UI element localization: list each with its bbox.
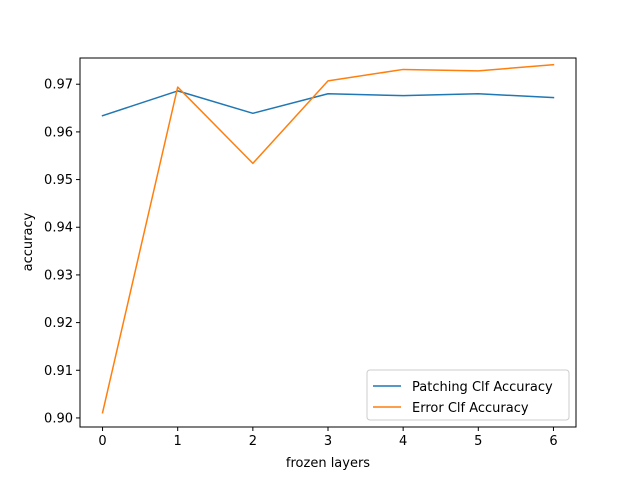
error-clf-accuracy-line — [101, 63, 555, 414]
x-tick-label: 6 — [549, 434, 557, 449]
patching-clf-accuracy-line — [101, 90, 555, 117]
x-axis-label: frozen layers — [286, 456, 370, 471]
x-tick-label: 2 — [249, 434, 257, 449]
legend-label-error: Error Clf Accuracy — [412, 401, 529, 416]
y-tick-label: 0.94 — [44, 221, 73, 236]
y-tick-label: 0.97 — [44, 78, 73, 93]
series-lines — [101, 63, 555, 414]
legend-label-patching: Patching Clf Accuracy — [412, 380, 553, 395]
x-axis-ticks: 0 1 2 3 4 5 6 — [98, 427, 558, 449]
y-tick-label: 0.91 — [44, 364, 73, 379]
y-axis-label: accuracy — [21, 212, 36, 271]
x-tick-label: 0 — [98, 434, 106, 449]
legend-box — [366, 369, 570, 421]
legend: Patching Clf Accuracy Error Clf Accuracy — [366, 369, 570, 421]
x-tick-label: 3 — [324, 434, 332, 449]
x-tick-label: 5 — [474, 434, 482, 449]
x-tick-label: 1 — [174, 434, 182, 449]
y-tick-label: 0.96 — [44, 125, 73, 140]
y-tick-label: 0.95 — [44, 173, 73, 188]
y-axis-ticks: 0.90 0.91 0.92 0.93 0.94 0.95 0.96 0.97 — [44, 78, 80, 426]
y-tick-label: 0.93 — [44, 268, 73, 283]
plot-area — [80, 58, 576, 427]
y-tick-label: 0.92 — [44, 316, 73, 331]
x-tick-label: 4 — [399, 434, 407, 449]
y-tick-label: 0.90 — [44, 411, 73, 426]
